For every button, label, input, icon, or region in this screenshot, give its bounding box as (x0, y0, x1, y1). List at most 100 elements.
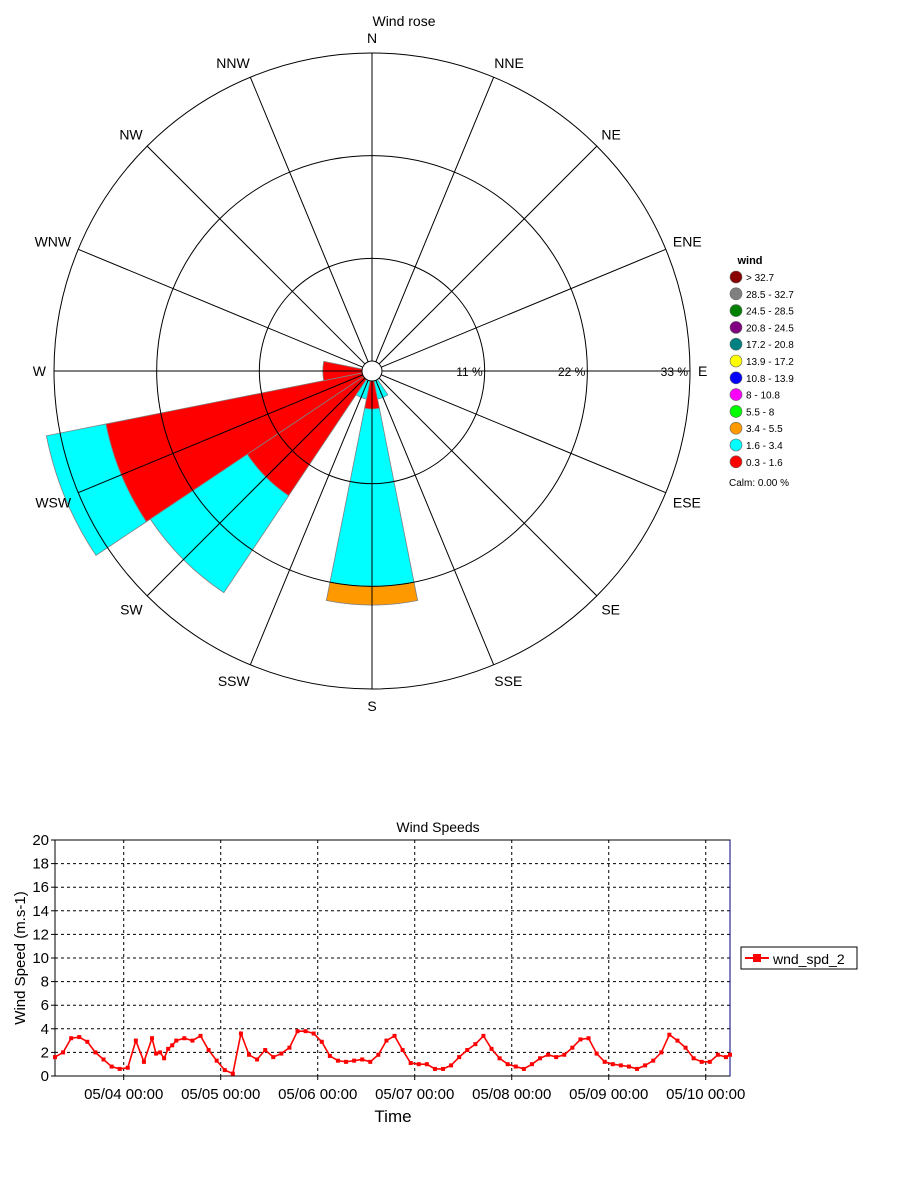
series-point-0-46 (400, 1048, 405, 1053)
series-point-0-36 (319, 1039, 324, 1044)
legend-label-10: 1.6 - 3.4 (746, 441, 783, 452)
x-tick-label-2: 05/06 00:00 (278, 1086, 357, 1103)
rose-spoke-ne (378, 145, 598, 365)
y-tick-label-10: 10 (32, 950, 49, 967)
series-point-0-49 (424, 1062, 429, 1067)
y-tick-label-4: 4 (41, 1021, 49, 1038)
series-point-0-50 (432, 1066, 437, 1071)
series-point-0-57 (489, 1046, 494, 1051)
legend-swatch-3 (729, 321, 743, 334)
direction-label-ene: ENE (673, 234, 702, 250)
series-point-0-40 (352, 1058, 357, 1063)
x-tick-label-0: 05/04 00:00 (84, 1086, 163, 1103)
rose-spoke-wnw (78, 248, 363, 368)
wind-rose-title: Wind rose (372, 13, 435, 29)
series-point-0-77 (651, 1058, 656, 1063)
series-point-0-79 (667, 1032, 672, 1037)
rose-spoke-ese (381, 374, 666, 494)
legend-title: wind (736, 255, 762, 267)
series-point-0-39 (344, 1059, 349, 1064)
series-point-0-66 (562, 1052, 567, 1057)
y-axis-label: Wind Speed (m.s-1) (12, 891, 29, 1024)
series-point-0-16 (166, 1046, 171, 1051)
series-point-0-32 (287, 1045, 292, 1050)
y-tick-label-16: 16 (32, 879, 49, 896)
series-point-0-73 (618, 1063, 623, 1068)
series-point-0-9 (125, 1065, 130, 1070)
series-point-0-75 (635, 1066, 640, 1071)
legend-swatch-2 (729, 304, 743, 317)
series-point-0-47 (408, 1061, 413, 1066)
rose-center (361, 360, 383, 382)
x-tick-label-4: 05/08 00:00 (472, 1086, 551, 1103)
series-point-0-6 (101, 1057, 106, 1062)
direction-label-sse: SSE (494, 673, 522, 689)
y-tick-label-12: 12 (32, 926, 49, 943)
direction-label-nnw: NNW (216, 55, 250, 71)
series-point-0-67 (570, 1045, 575, 1050)
legend-swatch-8 (729, 405, 743, 418)
y-tick-label-0: 0 (41, 1068, 49, 1085)
wind-speed-grid (55, 839, 730, 1076)
series-point-0-20 (190, 1038, 195, 1043)
legend-label-8: 5.5 - 8 (746, 407, 775, 418)
wind-speed-title: Wind Speeds (396, 819, 479, 835)
series-point-0-43 (376, 1052, 381, 1057)
legend-label-0: > 32.7 (746, 273, 775, 284)
series-point-0-22 (206, 1048, 211, 1053)
series-point-0-25 (230, 1071, 235, 1076)
x-tick-label-6: 05/10 00:00 (666, 1086, 745, 1103)
direction-label-ese: ESE (673, 494, 701, 510)
wind-speed-axes: 0 2 4 6 8 10 12 14 16 18 20 05/04 00:00 05/05 00:00 0… (32, 832, 745, 1103)
series-point-0-34 (303, 1029, 308, 1034)
wind-rose-legend: wind > 32.7 28.5 - 32.7 24.5 - 28.5 20.8 - … (729, 255, 794, 489)
series-point-0-60 (513, 1064, 518, 1069)
series-point-0-86 (723, 1055, 728, 1060)
legend-swatch-6 (729, 371, 743, 385)
series-point-0-63 (538, 1056, 543, 1061)
series-point-0-72 (610, 1062, 615, 1067)
calm-label: Calm: 0.00 % (729, 478, 789, 489)
radial-tick-label-3: 33 % (661, 365, 689, 379)
direction-label-n: N (367, 30, 377, 46)
series-point-0-87 (728, 1052, 732, 1057)
series-point-0-37 (327, 1053, 332, 1058)
direction-label-ne: NE (601, 127, 620, 143)
series-point-0-15 (162, 1056, 167, 1061)
legend-label-1: 28.5 - 32.7 (746, 290, 794, 301)
x-tick-label-5: 05/09 00:00 (569, 1086, 648, 1103)
series-point-0-33 (295, 1029, 300, 1034)
series-point-0-24 (222, 1068, 227, 1073)
series-point-0-7 (109, 1064, 114, 1069)
rose-spoke-sse (375, 380, 495, 665)
legend-marker-swatch (753, 954, 761, 962)
series-point-0-4 (85, 1039, 90, 1044)
series-point-0-55 (473, 1042, 478, 1047)
legend-swatch-7 (729, 388, 743, 401)
wind-rose-radial-labels: 11 % 22 % 33 % (456, 365, 688, 379)
y-tick-label-6: 6 (41, 997, 49, 1014)
radial-tick-label-1: 11 % (456, 365, 483, 379)
series-point-0-2 (69, 1036, 74, 1041)
series-point-0-64 (546, 1052, 551, 1057)
direction-label-nw: NW (119, 127, 143, 143)
direction-label-nne: NNE (494, 55, 524, 71)
series-point-0-28 (255, 1057, 260, 1062)
legend-label-5: 13.9 - 17.2 (746, 357, 794, 368)
series-point-0-56 (481, 1033, 486, 1038)
y-tick-label-20: 20 (32, 832, 49, 849)
series-point-0-31 (279, 1051, 284, 1056)
series-point-0-45 (392, 1033, 397, 1038)
rose-spoke-ssw (249, 380, 369, 665)
series-point-0-30 (271, 1055, 276, 1060)
series-point-0-65 (554, 1055, 559, 1060)
rose-spoke-se (378, 377, 598, 597)
legend-swatch-0 (729, 270, 743, 284)
series-point-0-42 (368, 1059, 373, 1064)
series-point-0-13 (154, 1051, 159, 1056)
wind-rose-chart: Wind rose N NNE NE ENE E ESE SE SSE S SSW SW WSW W WN… (33, 13, 708, 714)
series-point-0-59 (505, 1062, 510, 1067)
series-point-0-85 (715, 1052, 720, 1057)
series-point-0-5 (93, 1050, 98, 1055)
y-tick-label-8: 8 (41, 974, 49, 991)
